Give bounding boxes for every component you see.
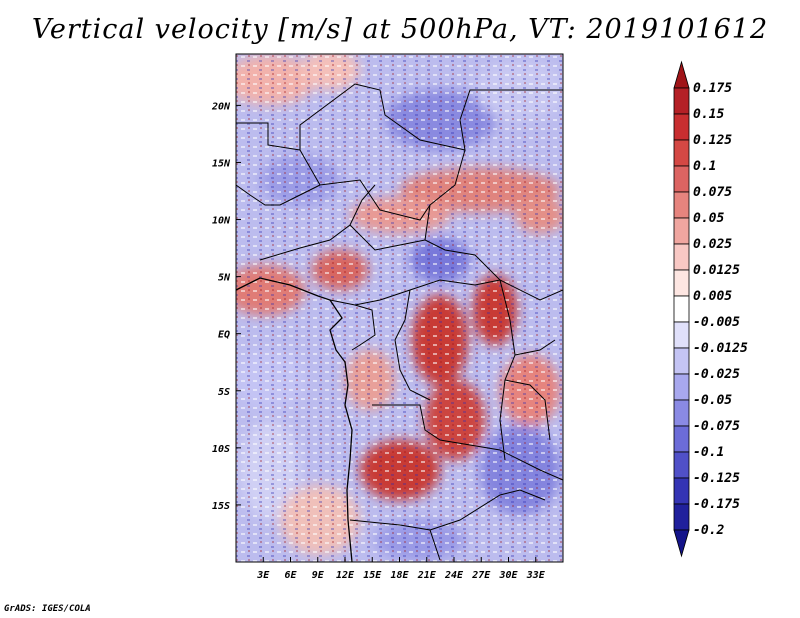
colorbar: 0.175 0.15 0.125 0.1 0.075 0.05 0.025 0.0125 0.0… — [673, 60, 748, 558]
colorbar-label: -0.175 — [693, 497, 740, 512]
colorbar-label: -0.05 — [693, 393, 732, 408]
lon-tick-label: 30E — [498, 570, 518, 581]
colorbar-swatch — [673, 321, 690, 349]
colorbar-swatch — [673, 295, 690, 323]
lat-tick-label: 10S — [212, 444, 230, 455]
colorbar-swatch — [673, 87, 690, 115]
colorbar-label: -0.025 — [693, 367, 740, 382]
colorbar-label: -0.1 — [693, 445, 724, 460]
colorbar-label: 0.075 — [693, 185, 732, 200]
colorbar-label: -0.2 — [693, 523, 724, 538]
colorbar-swatch — [673, 191, 690, 219]
colorbar-swatch — [673, 243, 690, 271]
lon-tick-label: 24E — [444, 570, 464, 581]
colorbar-swatch — [673, 165, 690, 193]
colorbar-label: 0.05 — [693, 211, 724, 226]
colorbar-swatch — [673, 60, 690, 89]
colorbar-swatch — [673, 503, 690, 531]
boundaries — [236, 83, 563, 562]
colorbar-swatch — [673, 425, 690, 453]
lat-tick-label: 5N — [218, 273, 231, 284]
lon-tick-label: 15E — [363, 570, 382, 581]
colorbar-swatch — [673, 529, 690, 558]
colorbar-swatch — [673, 373, 690, 401]
colorbar-swatch — [673, 113, 690, 141]
colorbar-label: -0.075 — [693, 419, 740, 434]
colorbar-label: 0.175 — [693, 81, 732, 96]
lat-tick-label: 20N — [211, 101, 231, 112]
colorbar-label: 0.025 — [693, 237, 732, 252]
lon-tick-label: 21E — [417, 570, 437, 581]
lon-tick-label: 3E — [256, 570, 270, 581]
lon-tick-label: 12E — [336, 570, 355, 581]
lat-tick-label: EQ — [218, 330, 230, 341]
lat-tick-label: 15S — [212, 501, 230, 512]
colorbar-swatch — [673, 399, 690, 427]
chart-title: Vertical velocity [m/s] at 500hPa, VT: 2… — [31, 14, 769, 45]
grads-credit: GrADS: IGES/COLA — [4, 604, 91, 614]
lon-tick-label: 6E — [284, 570, 297, 581]
colorbar-label: -0.005 — [693, 315, 740, 330]
lat-tick-label: 15N — [212, 158, 231, 169]
lon-tick-label: 27E — [471, 570, 491, 581]
lat-tick-label: 10N — [212, 216, 231, 227]
colorbar-swatch — [673, 139, 690, 167]
lon-tick-label: 18E — [390, 570, 409, 581]
colorbar-swatch — [673, 477, 690, 505]
lat-tick-label: 5S — [218, 387, 230, 398]
lon-tick-label: 33E — [526, 570, 546, 581]
colorbar-swatch — [673, 347, 690, 375]
colorbar-label: 0.1 — [693, 159, 716, 174]
colorbar-label: -0.125 — [693, 471, 740, 486]
velocity-field — [236, 54, 563, 562]
colorbar-swatch — [673, 451, 690, 479]
colorbar-label: -0.0125 — [693, 341, 748, 356]
colorbar-swatch — [673, 269, 690, 297]
colorbar-label: 0.005 — [693, 289, 732, 304]
latitude-axis: 20N 15N 10N 5N EQ 5S 10S 15S — [211, 101, 241, 512]
colorbar-label: 0.0125 — [693, 263, 740, 278]
longitude-axis: 3E 6E 9E 12E 15E 18E 21E 24E 27E 30E 33E — [256, 557, 546, 581]
colorbar-label: 0.15 — [693, 107, 724, 122]
colorbar-swatch — [673, 217, 690, 245]
colorbar-label: 0.125 — [693, 133, 732, 148]
lon-tick-label: 9E — [312, 570, 325, 581]
